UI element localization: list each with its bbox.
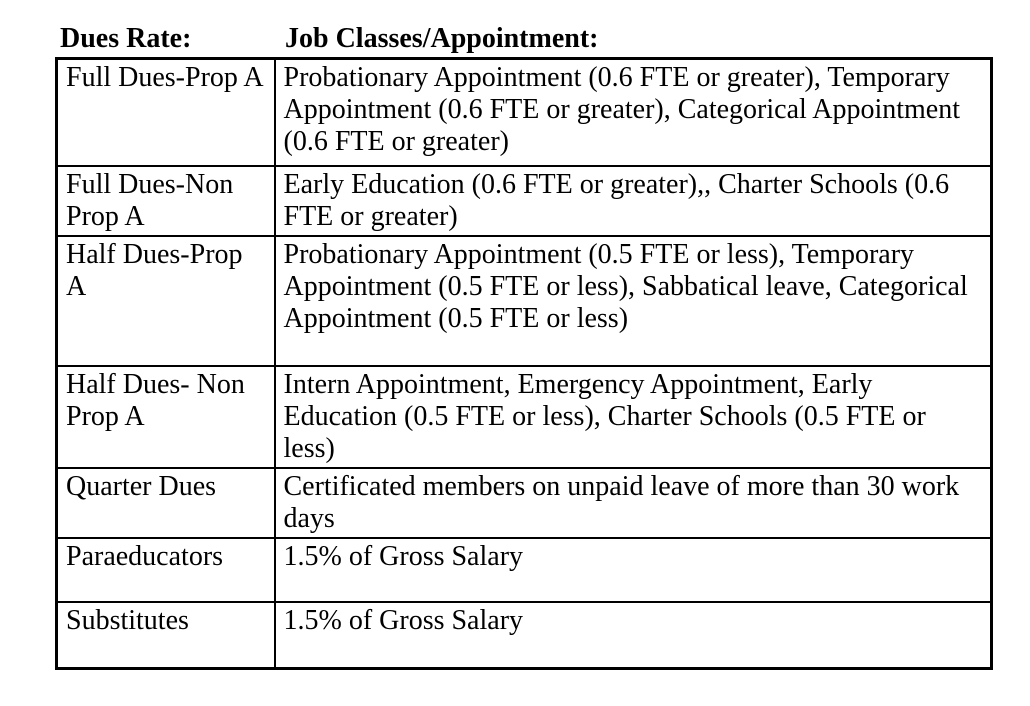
table-row: Half Dues-Prop A Probationary Appointmen… xyxy=(55,234,993,367)
dues-rate-table: Full Dues-Prop A Probationary Appointmen… xyxy=(55,57,993,670)
job-classes-column-header: Job Classes/Appointment: xyxy=(285,23,599,54)
table-row: Paraeducators 1.5% of Gross Salary xyxy=(55,536,993,603)
job-classes-cell: Probationary Appointment (0.5 FTE or les… xyxy=(273,234,993,367)
job-classes-cell: Intern Appointment, Emergency Appointmen… xyxy=(273,364,993,469)
job-classes-cell: Early Education (0.6 FTE or greater),, C… xyxy=(273,164,993,237)
table-row: Full Dues-Non Prop A Early Education (0.… xyxy=(55,164,993,237)
table-row: Substitutes 1.5% of Gross Salary xyxy=(55,600,993,670)
job-classes-cell: 1.5% of Gross Salary xyxy=(273,536,993,603)
table-row: Quarter Dues Certificated members on unp… xyxy=(55,466,993,539)
dues-rate-cell: Paraeducators xyxy=(55,536,276,603)
table-row: Full Dues-Prop A Probationary Appointmen… xyxy=(55,57,993,167)
table-column-headers: Dues Rate: Job Classes/Appointment: xyxy=(55,23,990,55)
dues-rate-cell: Quarter Dues xyxy=(55,466,276,539)
dues-rate-cell: Substitutes xyxy=(55,600,276,670)
job-classes-cell: Certificated members on unpaid leave of … xyxy=(273,466,993,539)
dues-rate-cell: Half Dues-Prop A xyxy=(55,234,276,367)
job-classes-cell: 1.5% of Gross Salary xyxy=(273,600,993,670)
dues-document: Dues Rate: Job Classes/Appointment: Full… xyxy=(55,23,993,670)
dues-rate-cell: Half Dues- Non Prop A xyxy=(55,364,276,469)
dues-rate-cell: Full Dues-Non Prop A xyxy=(55,164,276,237)
dues-rate-cell: Full Dues-Prop A xyxy=(55,57,276,167)
table-row: Half Dues- Non Prop A Intern Appointment… xyxy=(55,364,993,469)
job-classes-cell: Probationary Appointment (0.6 FTE or gre… xyxy=(273,57,993,167)
dues-rate-column-header: Dues Rate: xyxy=(60,23,192,54)
